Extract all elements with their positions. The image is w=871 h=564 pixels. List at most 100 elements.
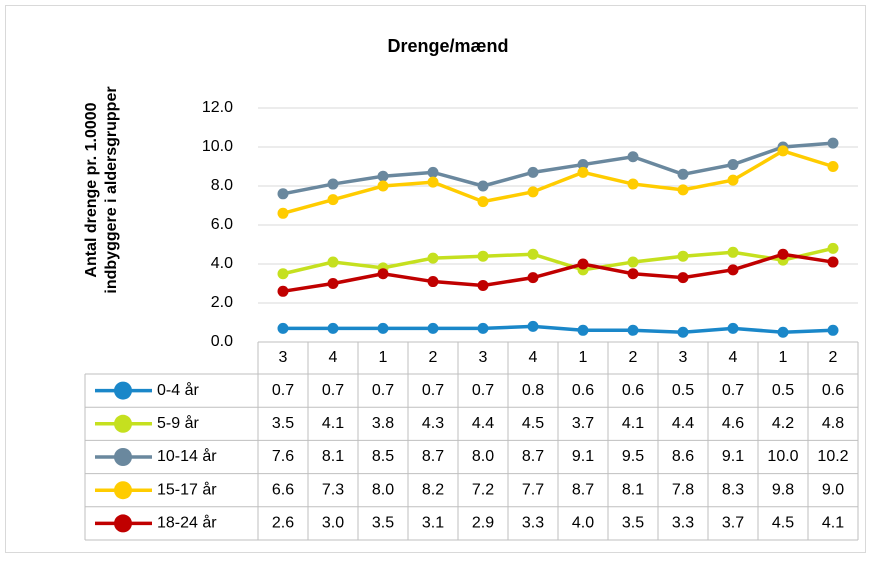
x-tick-label: 3 bbox=[279, 349, 288, 366]
data-point bbox=[427, 276, 439, 288]
table-value: 9.1 bbox=[572, 448, 594, 465]
table-value: 0.7 bbox=[372, 382, 394, 399]
x-tick-label: 4 bbox=[329, 349, 338, 366]
table-value: 3.8 bbox=[372, 415, 394, 432]
data-point bbox=[677, 184, 689, 196]
data-point bbox=[377, 268, 389, 280]
table-value: 3.0 bbox=[322, 515, 344, 532]
table-value: 4.1 bbox=[322, 415, 344, 432]
table-value: 4.6 bbox=[722, 415, 744, 432]
table-value: 7.7 bbox=[522, 481, 544, 498]
table-value: 3.3 bbox=[672, 515, 694, 532]
series-line bbox=[282, 141, 834, 196]
data-point bbox=[627, 268, 639, 280]
data-point bbox=[327, 194, 339, 206]
table-value: 7.2 bbox=[472, 481, 494, 498]
data-point bbox=[777, 248, 789, 260]
data-point bbox=[477, 250, 489, 262]
table-value: 0.6 bbox=[622, 382, 644, 399]
table-value: 8.7 bbox=[572, 481, 594, 498]
table-value: 0.7 bbox=[422, 382, 444, 399]
table-value: 0.8 bbox=[522, 382, 544, 399]
data-point bbox=[427, 322, 439, 334]
table-value: 0.5 bbox=[672, 382, 694, 399]
table-value: 0.6 bbox=[822, 382, 844, 399]
data-point bbox=[377, 170, 389, 182]
table-value: 4.5 bbox=[522, 415, 544, 432]
data-point bbox=[277, 285, 289, 297]
series-line bbox=[282, 148, 834, 215]
data-point bbox=[827, 161, 839, 172]
y-tick-label: 6.0 bbox=[211, 216, 233, 233]
legend-label: 10-14 år bbox=[157, 447, 217, 465]
data-point bbox=[577, 324, 589, 336]
data-point bbox=[527, 186, 539, 198]
y-tick-label: 2.0 bbox=[211, 294, 233, 311]
table-value: 7.8 bbox=[672, 481, 694, 498]
table-value: 4.2 bbox=[772, 415, 794, 432]
table-value: 8.5 bbox=[372, 448, 394, 465]
y-tick-label: 10.0 bbox=[202, 138, 233, 155]
table-value: 3.5 bbox=[372, 515, 394, 532]
y-axis-label: Antal drenge pr. 1.0000 bbox=[83, 102, 100, 277]
data-point bbox=[527, 272, 539, 284]
table-value: 4.5 bbox=[772, 515, 794, 532]
table-value: 4.0 bbox=[572, 515, 594, 532]
table-value: 8.3 bbox=[722, 481, 744, 498]
data-point bbox=[277, 207, 289, 219]
data-point bbox=[427, 166, 439, 178]
data-point bbox=[627, 151, 639, 163]
data-point bbox=[377, 180, 389, 192]
x-tick-label: 2 bbox=[829, 349, 838, 366]
x-tick-label: 3 bbox=[679, 349, 688, 366]
table-value: 4.4 bbox=[672, 415, 694, 432]
legend-label: 5-9 år bbox=[157, 414, 199, 432]
y-tick-label: 12.0 bbox=[202, 99, 233, 116]
data-point bbox=[627, 324, 639, 336]
x-tick-label: 1 bbox=[379, 349, 388, 366]
legend-label: 0-4 år bbox=[157, 381, 199, 399]
data-point bbox=[677, 272, 689, 284]
legend-marker bbox=[114, 448, 132, 466]
data-point bbox=[327, 256, 339, 268]
data-point bbox=[527, 166, 539, 178]
legend-marker bbox=[114, 514, 132, 533]
table-value: 8.1 bbox=[622, 481, 644, 498]
table-value: 0.7 bbox=[322, 382, 344, 399]
x-tick-label: 1 bbox=[779, 349, 788, 366]
data-point bbox=[677, 168, 689, 180]
data-point bbox=[827, 242, 839, 254]
data-point bbox=[677, 250, 689, 262]
data-point bbox=[727, 174, 739, 186]
table-value: 10.0 bbox=[767, 448, 798, 465]
data-point bbox=[277, 188, 289, 200]
legend-marker bbox=[114, 414, 132, 433]
table-value: 10.2 bbox=[817, 448, 848, 465]
table-value: 7.6 bbox=[272, 448, 294, 465]
table-value: 4.4 bbox=[472, 415, 494, 432]
y-tick-label: 4.0 bbox=[211, 255, 233, 272]
x-tick-label: 4 bbox=[529, 349, 538, 366]
table-value: 0.7 bbox=[472, 382, 494, 399]
data-point bbox=[777, 326, 789, 338]
table-value: 2.6 bbox=[272, 515, 294, 532]
table-value: 6.6 bbox=[272, 481, 294, 498]
series-line bbox=[283, 324, 834, 335]
table-value: 0.5 bbox=[772, 382, 794, 399]
y-axis-label: indbyggere i aldersgrupper bbox=[103, 86, 120, 293]
table-value: 7.3 bbox=[322, 481, 344, 498]
data-point bbox=[377, 322, 389, 334]
x-tick-label: 2 bbox=[429, 349, 438, 366]
data-point bbox=[477, 180, 489, 192]
table-value: 8.7 bbox=[522, 448, 544, 465]
series-line bbox=[282, 252, 834, 294]
series-line bbox=[282, 246, 834, 276]
legend-label: 18-24 år bbox=[157, 514, 217, 532]
table-value: 3.7 bbox=[572, 415, 594, 432]
data-point bbox=[827, 256, 839, 268]
data-point bbox=[827, 324, 839, 336]
table-value: 4.1 bbox=[622, 415, 644, 432]
data-point bbox=[477, 322, 489, 334]
data-point bbox=[727, 322, 739, 334]
